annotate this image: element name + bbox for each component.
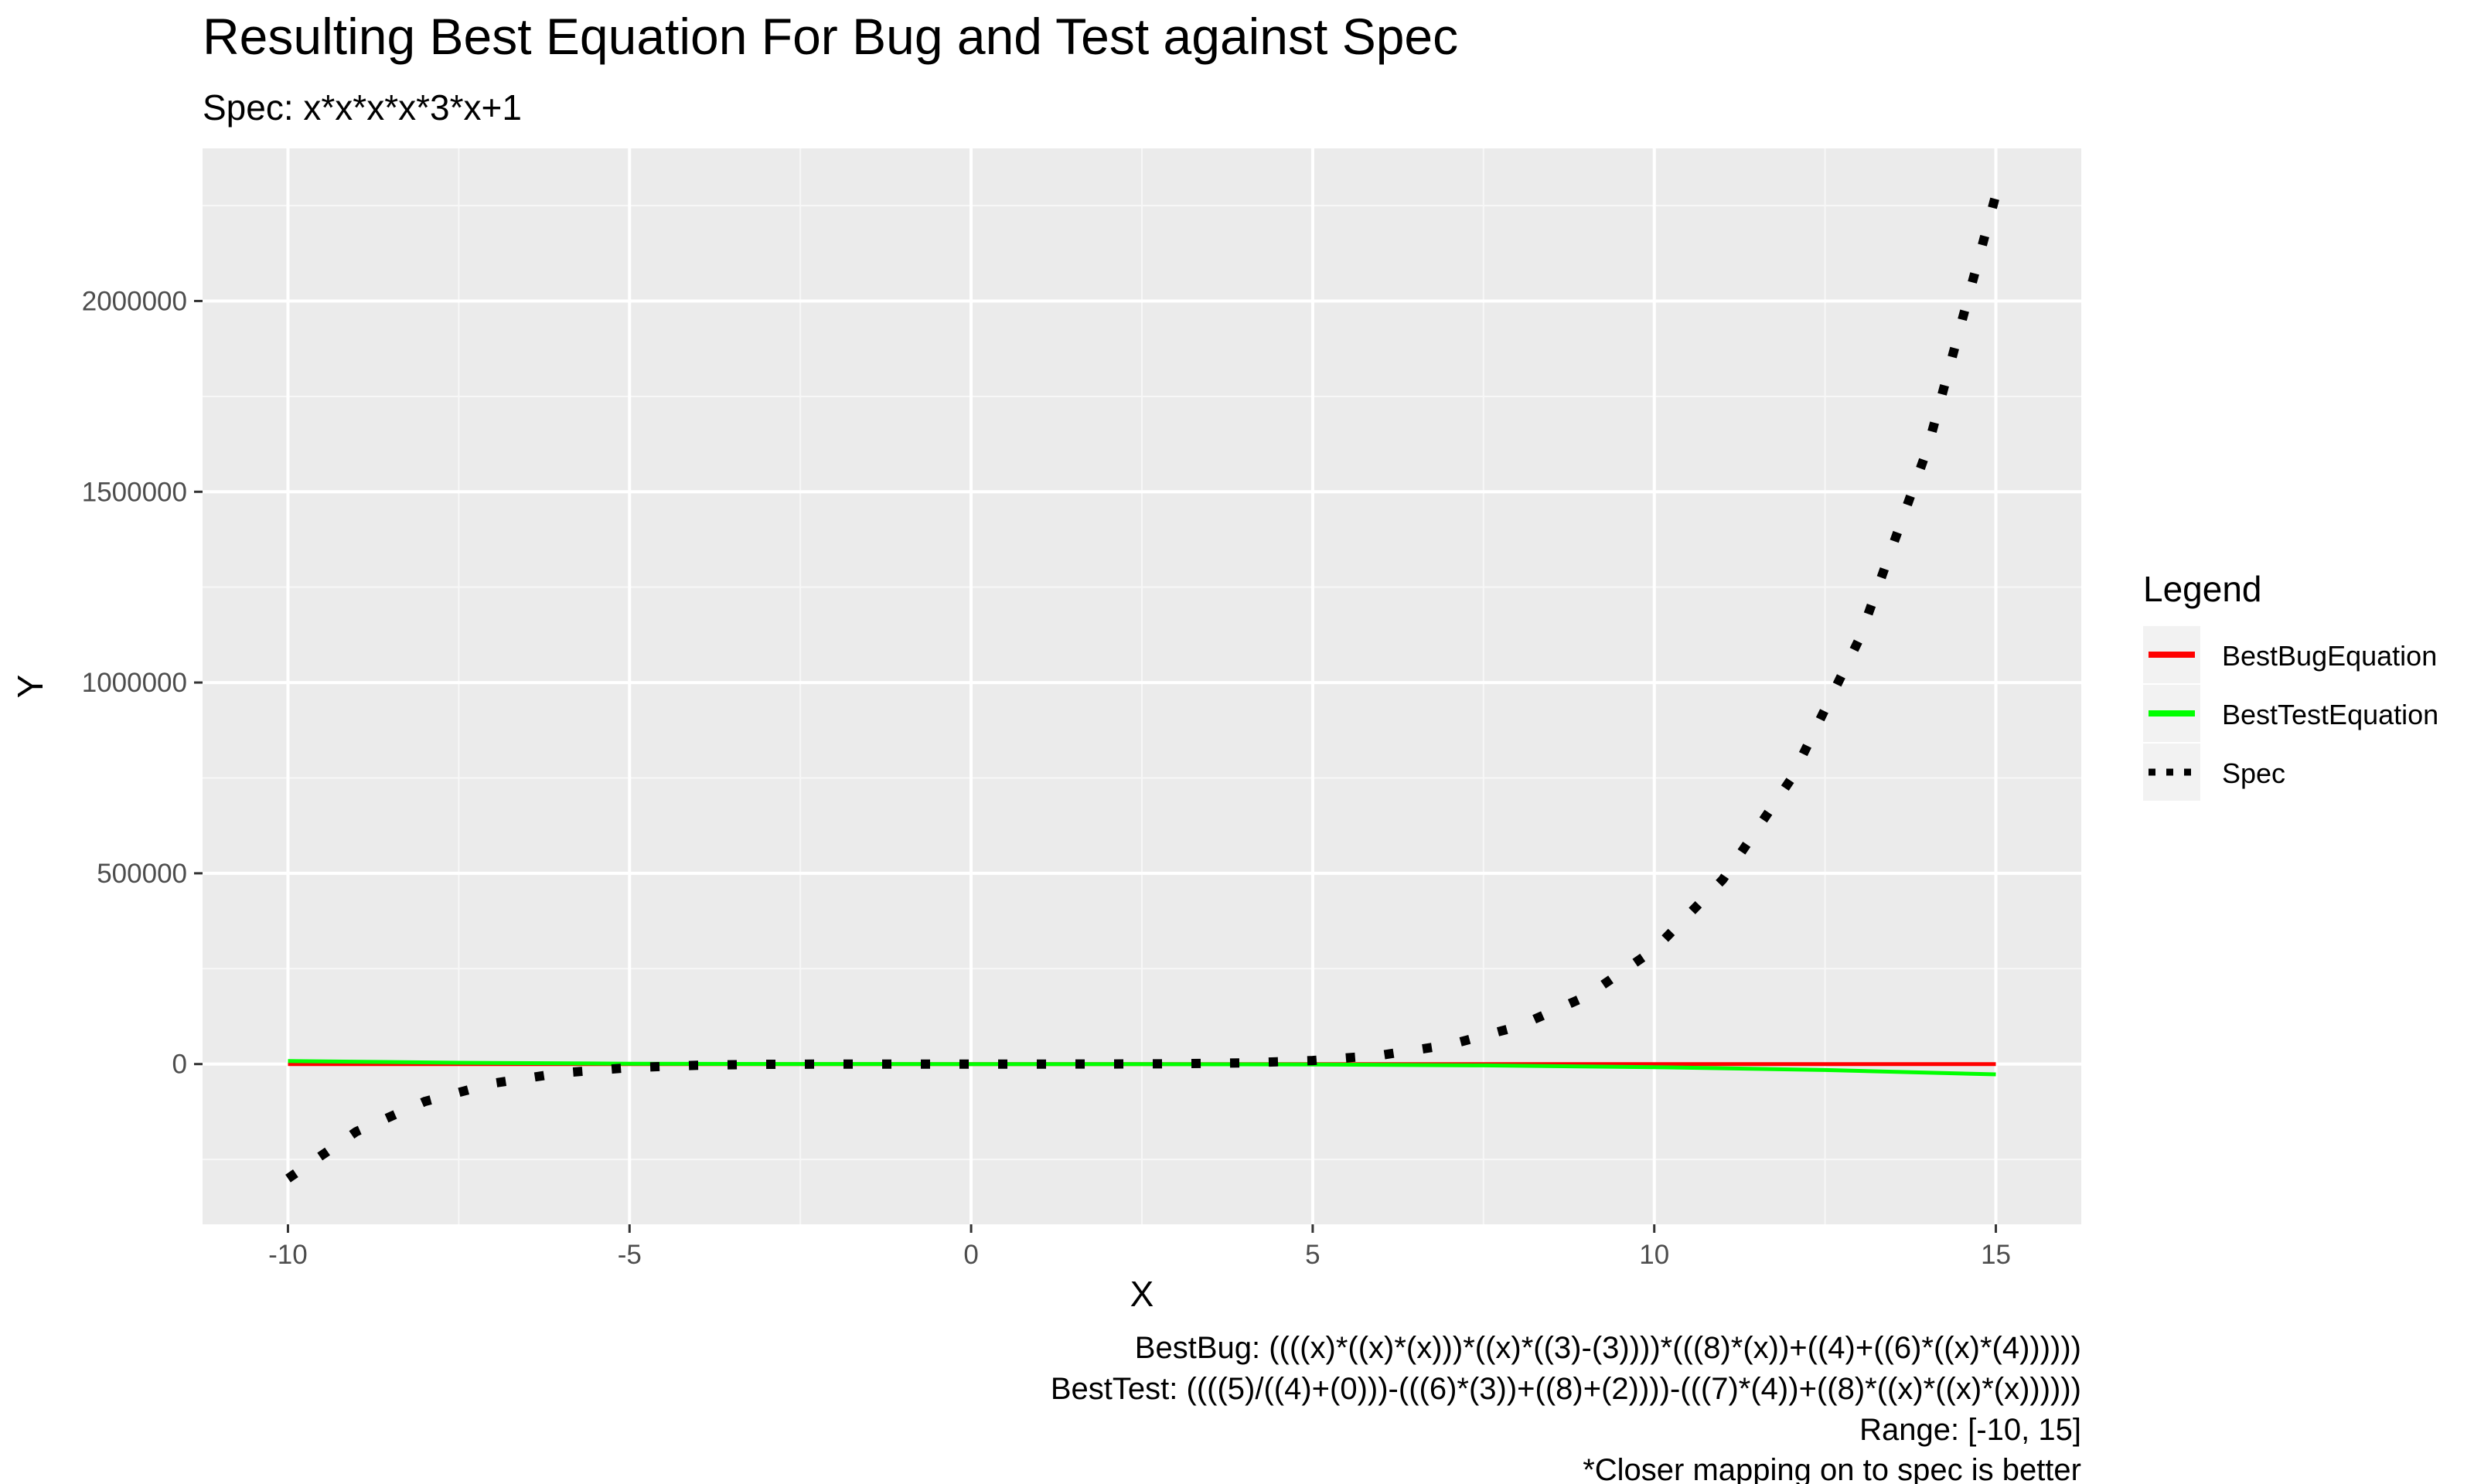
legend-label-spec: Spec: [2222, 757, 2285, 789]
caption-besttest: BestTest: ((((5)/((4)+(0)))-(((6)*(3))+(…: [1051, 1372, 2081, 1406]
x-axis-label: X: [1130, 1274, 1154, 1314]
legend-title: Legend: [2143, 569, 2262, 609]
series-layer: [285, 193, 2001, 1183]
y-tick-label: 1500000: [82, 477, 187, 507]
x-tick-label: -5: [618, 1240, 642, 1270]
x-tick-label: -10: [268, 1240, 308, 1270]
chart-subtitle: Spec: x*x*x*x*3*x+1: [203, 87, 522, 128]
legend-label-bestbug: BestBugEquation: [2222, 640, 2437, 672]
x-tick-label: 5: [1305, 1240, 1320, 1270]
caption: BestBug: ((((x)*((x)*(x)))*((x)*((3)-(3)…: [1051, 1331, 2081, 1484]
x-tick-label: 15: [1981, 1240, 2011, 1270]
x-tick-label: 10: [1639, 1240, 1669, 1270]
y-tick-label: 0: [172, 1050, 187, 1080]
grid-minor: [203, 148, 2081, 1224]
caption-bestbug: BestBug: ((((x)*((x)*(x)))*((x)*((3)-(3)…: [1135, 1331, 2081, 1365]
y-axis-label: Y: [10, 675, 50, 699]
y-tick-label: 1000000: [82, 668, 187, 698]
legend-label-besttest: BestTestEquation: [2222, 699, 2438, 730]
legend: Legend BestBugEquation BestTestEquation …: [2143, 569, 2438, 801]
x-tick-label: 0: [963, 1240, 978, 1270]
caption-range: Range: [-10, 15]: [1859, 1413, 2081, 1447]
ticks-layer: -10 -5 0 5 10 15 0 500000 1000000 1500000 2000000: [82, 286, 2011, 1270]
y-tick-label: 2000000: [82, 286, 187, 316]
caption-note: *Closer mapping on to spec is better: [1583, 1453, 2081, 1484]
chart-title: Resulting Best Equation For Bug and Test…: [203, 8, 1458, 65]
y-tick-label: 500000: [97, 859, 187, 889]
series-line-besttestequation: [288, 1059, 1996, 1077]
